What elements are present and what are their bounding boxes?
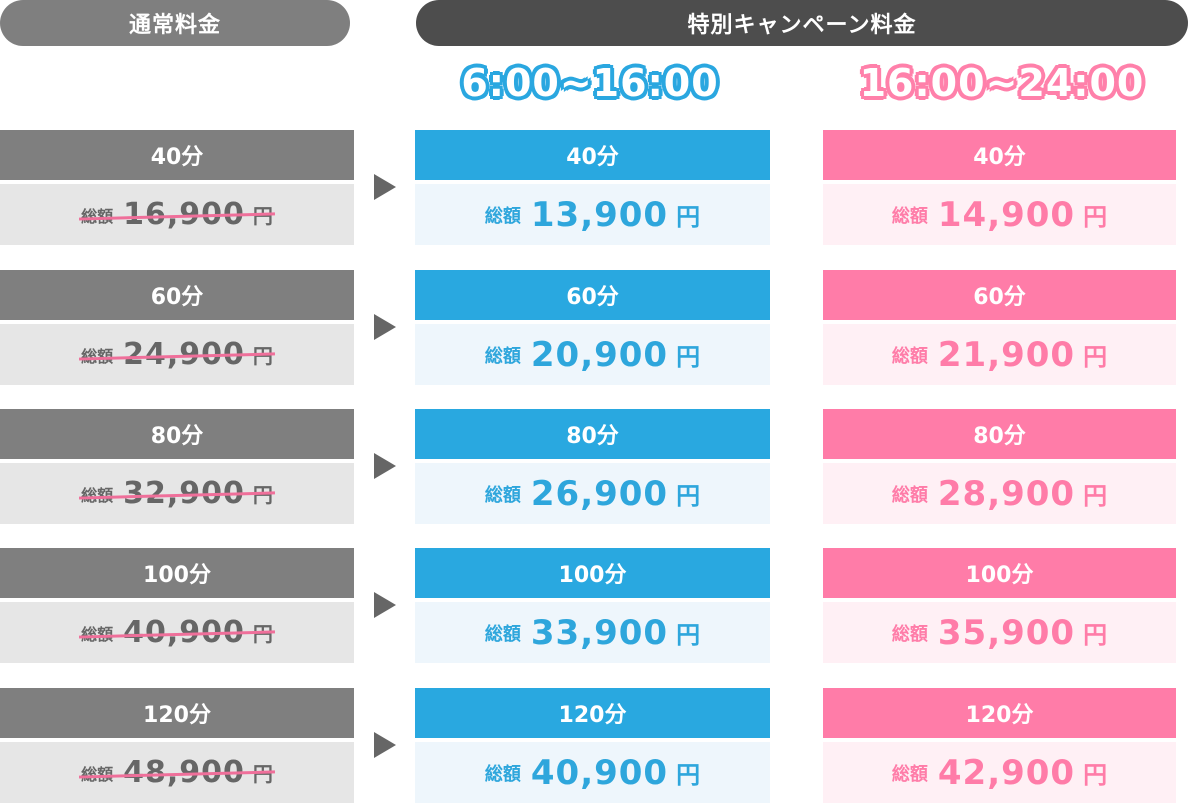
day-price-body: 総額 26,900 円: [415, 463, 770, 524]
time-slot-day: 6:00~16:00: [461, 61, 719, 105]
arrow-right-icon: [374, 592, 396, 618]
duration-label: 120分: [0, 688, 354, 738]
day-price-body: 総額 33,900 円: [415, 602, 770, 663]
regular-price-body: 総額 48,900 円: [0, 742, 354, 803]
total-label: 総額: [81, 485, 114, 505]
total-label: 総額: [891, 345, 928, 367]
yen-label: 円: [1083, 621, 1108, 649]
day-price-amount: 26,900: [530, 473, 669, 514]
arrow-right-icon: [374, 174, 396, 200]
yen-label: 円: [1083, 343, 1108, 371]
total-label: 総額: [484, 345, 521, 367]
day-price-amount: 13,900: [530, 194, 669, 235]
day-price-block: 120分総額 40,900 円: [415, 688, 770, 803]
day-price-body: 総額 40,900 円: [415, 742, 770, 803]
yen-label: 円: [252, 483, 273, 507]
duration-label: 100分: [823, 548, 1176, 598]
yen-label: 円: [252, 204, 273, 228]
total-label: 総額: [891, 623, 928, 645]
total-label: 総額: [484, 484, 521, 506]
night-price-body: 総額 35,900 円: [823, 602, 1176, 663]
night-price-amount: 14,900: [937, 194, 1076, 235]
day-price-amount: 33,900: [530, 612, 669, 653]
yen-label: 円: [1083, 761, 1108, 789]
day-price-block: 40分総額 13,900 円: [415, 130, 770, 245]
struck-price: 総額 16,900 円: [79, 197, 275, 232]
duration-label: 60分: [823, 270, 1176, 320]
day-price-body: 総額 13,900 円: [415, 184, 770, 245]
duration-label: 60分: [0, 270, 354, 320]
regular-price-body: 総額 16,900 円: [0, 184, 354, 245]
night-price-body: 総額 28,900 円: [823, 463, 1176, 524]
total-label: 総額: [891, 205, 928, 227]
duration-label: 40分: [0, 130, 354, 180]
total-label: 総額: [484, 623, 521, 645]
arrow-right-icon: [374, 314, 396, 340]
total-label: 総額: [81, 764, 114, 784]
yen-label: 円: [1083, 203, 1108, 231]
night-price-block: 120分総額 42,900 円: [823, 688, 1176, 803]
duration-label: 120分: [415, 688, 770, 738]
struck-price: 総額 40,900 円: [79, 615, 275, 650]
regular-price-body: 総額 40,900 円: [0, 602, 354, 663]
night-price-amount: 28,900: [937, 473, 1076, 514]
yen-label: 円: [676, 761, 701, 789]
night-price-amount: 35,900: [937, 612, 1076, 653]
night-price-block: 60分総額 21,900 円: [823, 270, 1176, 385]
arrow-right-icon: [374, 732, 396, 758]
yen-label: 円: [676, 482, 701, 510]
day-price-block: 100分総額 33,900 円: [415, 548, 770, 663]
yen-label: 円: [252, 762, 273, 786]
night-price-body: 総額 42,900 円: [823, 742, 1176, 803]
yen-label: 円: [676, 203, 701, 231]
day-price-body: 総額 20,900 円: [415, 324, 770, 385]
total-label: 総額: [484, 763, 521, 785]
campaign-price-header: 特別キャンペーン料金: [416, 0, 1188, 46]
night-price-block: 80分総額 28,900 円: [823, 409, 1176, 524]
total-label: 総額: [891, 484, 928, 506]
yen-label: 円: [676, 343, 701, 371]
regular-price-body: 総額 32,900 円: [0, 463, 354, 524]
total-label: 総額: [81, 624, 114, 644]
struck-price: 総額 32,900 円: [79, 476, 275, 511]
total-label: 総額: [484, 205, 521, 227]
duration-label: 100分: [0, 548, 354, 598]
duration-label: 80分: [415, 409, 770, 459]
regular-price-header: 通常料金: [0, 0, 350, 46]
regular-price-block: 100分総額 40,900 円: [0, 548, 354, 663]
regular-price-block: 120分総額 48,900 円: [0, 688, 354, 803]
day-price-block: 60分総額 20,900 円: [415, 270, 770, 385]
regular-price-block: 40分総額 16,900 円: [0, 130, 354, 245]
duration-label: 80分: [823, 409, 1176, 459]
duration-label: 120分: [823, 688, 1176, 738]
night-price-block: 100分総額 35,900 円: [823, 548, 1176, 663]
duration-label: 60分: [415, 270, 770, 320]
duration-label: 40分: [415, 130, 770, 180]
arrow-right-icon: [374, 453, 396, 479]
yen-label: 円: [252, 622, 273, 646]
time-slot-night: 16:00~24:00: [859, 61, 1145, 105]
duration-label: 40分: [823, 130, 1176, 180]
duration-label: 100分: [415, 548, 770, 598]
struck-price: 総額 24,900 円: [79, 337, 275, 372]
duration-label: 80分: [0, 409, 354, 459]
night-price-body: 総額 14,900 円: [823, 184, 1176, 245]
night-price-amount: 21,900: [937, 334, 1076, 375]
yen-label: 円: [1083, 482, 1108, 510]
yen-label: 円: [676, 621, 701, 649]
total-label: 総額: [81, 206, 114, 226]
regular-price-body: 総額 24,900 円: [0, 324, 354, 385]
regular-price-block: 80分総額 32,900 円: [0, 409, 354, 524]
total-label: 総額: [891, 763, 928, 785]
day-price-amount: 20,900: [530, 334, 669, 375]
day-price-block: 80分総額 26,900 円: [415, 409, 770, 524]
night-price-body: 総額 21,900 円: [823, 324, 1176, 385]
day-price-amount: 40,900: [530, 752, 669, 793]
yen-label: 円: [252, 344, 273, 368]
struck-price: 総額 48,900 円: [79, 755, 275, 790]
total-label: 総額: [81, 346, 114, 366]
night-price-amount: 42,900: [937, 752, 1076, 793]
night-price-block: 40分総額 14,900 円: [823, 130, 1176, 245]
regular-price-block: 60分総額 24,900 円: [0, 270, 354, 385]
